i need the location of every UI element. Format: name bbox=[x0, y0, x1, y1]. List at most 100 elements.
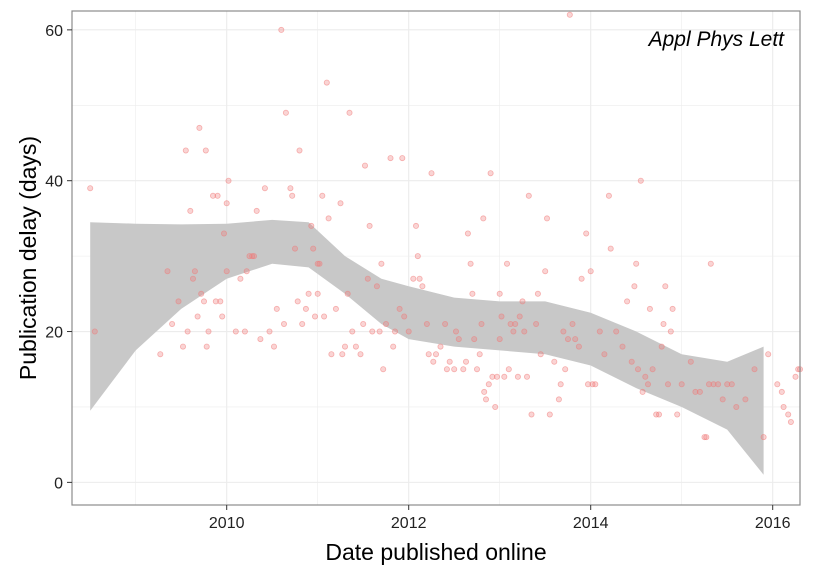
data-point bbox=[760, 434, 767, 441]
data-point bbox=[546, 411, 553, 418]
data-point bbox=[451, 366, 458, 373]
data-point bbox=[232, 328, 239, 335]
data-point bbox=[410, 275, 417, 282]
data-point bbox=[662, 283, 669, 290]
data-point bbox=[198, 290, 205, 297]
data-point bbox=[524, 373, 531, 380]
data-point bbox=[419, 283, 426, 290]
data-point bbox=[182, 147, 189, 154]
data-point bbox=[710, 381, 717, 388]
data-point bbox=[469, 290, 476, 297]
data-point bbox=[542, 268, 549, 275]
data-point bbox=[437, 343, 444, 350]
data-point bbox=[642, 373, 649, 380]
data-point bbox=[328, 351, 335, 358]
data-point bbox=[482, 396, 489, 403]
data-point bbox=[496, 290, 503, 297]
data-point bbox=[613, 328, 620, 335]
data-point bbox=[296, 147, 303, 154]
data-point bbox=[719, 396, 726, 403]
x-axis-title: Date published online bbox=[325, 539, 546, 565]
data-point bbox=[534, 290, 541, 297]
journal-annotation: Appl Phys Lett bbox=[647, 28, 786, 51]
data-point bbox=[452, 328, 459, 335]
data-point bbox=[678, 381, 685, 388]
data-point bbox=[425, 351, 432, 358]
data-point bbox=[214, 192, 221, 199]
data-point bbox=[514, 373, 521, 380]
data-point bbox=[302, 305, 309, 312]
data-point bbox=[565, 336, 572, 343]
data-point bbox=[184, 328, 191, 335]
confidence-band bbox=[90, 219, 764, 475]
data-point bbox=[637, 177, 644, 184]
data-point bbox=[282, 109, 289, 116]
data-point bbox=[525, 192, 532, 199]
data-point bbox=[471, 336, 478, 343]
data-point bbox=[639, 388, 646, 395]
data-point bbox=[645, 381, 652, 388]
data-point bbox=[311, 313, 318, 320]
data-point bbox=[669, 305, 676, 312]
data-point bbox=[635, 366, 642, 373]
data-point bbox=[674, 411, 681, 418]
data-point bbox=[792, 373, 799, 380]
data-point bbox=[212, 298, 219, 305]
data-point bbox=[537, 351, 544, 358]
data-point bbox=[633, 260, 640, 267]
data-point bbox=[596, 328, 603, 335]
data-point bbox=[631, 283, 638, 290]
data-point bbox=[787, 418, 794, 425]
data-point bbox=[390, 343, 397, 350]
data-point bbox=[220, 230, 227, 237]
data-point bbox=[498, 313, 505, 320]
data-point bbox=[557, 381, 564, 388]
data-point bbox=[742, 396, 749, 403]
data-point bbox=[492, 403, 499, 410]
data-point bbox=[278, 26, 285, 33]
data-point bbox=[369, 328, 376, 335]
data-point bbox=[339, 351, 346, 358]
data-point bbox=[346, 109, 353, 116]
data-point bbox=[316, 260, 323, 267]
data-point bbox=[464, 230, 471, 237]
data-point bbox=[774, 381, 781, 388]
data-point bbox=[237, 275, 244, 282]
data-point bbox=[299, 320, 306, 327]
data-point bbox=[223, 200, 230, 207]
data-point bbox=[696, 388, 703, 395]
data-point bbox=[280, 320, 287, 327]
data-point bbox=[217, 298, 224, 305]
data-point bbox=[507, 320, 514, 327]
data-point bbox=[455, 336, 462, 343]
data-point bbox=[516, 313, 523, 320]
data-point bbox=[728, 381, 735, 388]
data-point bbox=[175, 298, 182, 305]
data-point bbox=[391, 328, 398, 335]
data-point bbox=[724, 381, 731, 388]
data-point bbox=[401, 313, 408, 320]
data-point bbox=[765, 351, 772, 358]
data-point bbox=[325, 215, 332, 222]
data-point bbox=[587, 268, 594, 275]
data-point bbox=[352, 343, 359, 350]
data-point bbox=[446, 358, 453, 365]
data-point bbox=[308, 222, 315, 229]
data-point bbox=[341, 343, 348, 350]
data-point bbox=[687, 358, 694, 365]
data-point bbox=[478, 320, 485, 327]
data-point bbox=[305, 290, 312, 297]
data-point bbox=[423, 320, 430, 327]
data-point bbox=[323, 79, 330, 86]
data-point bbox=[257, 336, 264, 343]
y-tick-label: 20 bbox=[45, 325, 63, 342]
y-axis-ticks: 0 20 40 60 bbox=[45, 23, 72, 492]
data-point bbox=[566, 11, 573, 18]
data-point bbox=[601, 351, 608, 358]
data-point bbox=[321, 313, 328, 320]
data-point bbox=[310, 245, 317, 252]
data-point bbox=[382, 320, 389, 327]
data-point bbox=[505, 366, 512, 373]
data-point bbox=[551, 358, 558, 365]
data-point bbox=[496, 336, 503, 343]
